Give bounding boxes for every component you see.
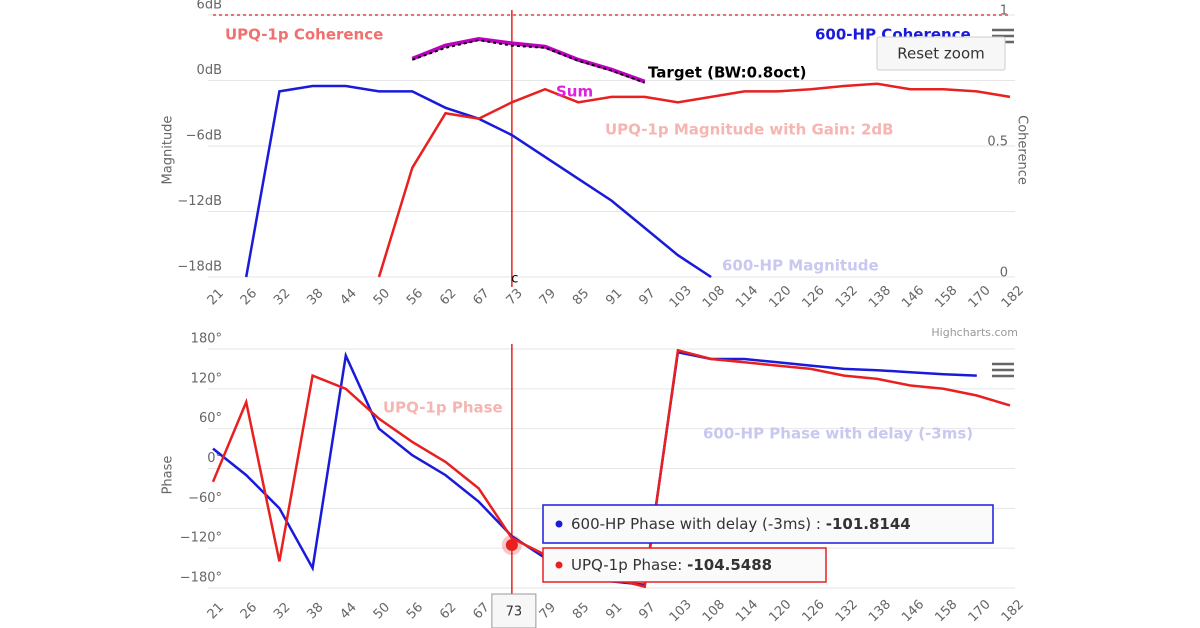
- x-tick-label: 62: [437, 600, 459, 622]
- x-tick-label: 158: [932, 283, 960, 311]
- y-tick-label: −18dB: [177, 260, 222, 275]
- x-tick-label: 67: [470, 286, 492, 308]
- x-tick-label: 170: [966, 283, 994, 311]
- y2-tick-label: 0.5: [987, 135, 1008, 150]
- x-tick-label: 120: [766, 283, 794, 311]
- x-tick-label: 103: [667, 597, 695, 625]
- series-label: UPQ-1p Phase: [383, 399, 503, 417]
- y-tick-label: −60°: [188, 491, 222, 506]
- y-tick-label: −12dB: [177, 194, 222, 209]
- tooltip-box: [542, 547, 827, 583]
- x-tick-label: 21: [205, 286, 227, 308]
- y-tick-label: 6dB: [197, 0, 222, 13]
- credits: Highcharts.com: [931, 326, 1018, 339]
- x-tick-label: 62: [437, 286, 459, 308]
- x-tick-label: 182: [999, 597, 1027, 625]
- x-tick-label: 108: [700, 283, 728, 311]
- y-tick-label: 120°: [191, 371, 222, 386]
- x-tick-label: 38: [304, 600, 326, 622]
- x-tooltip: [491, 593, 537, 628]
- x-tick-label: 21: [205, 600, 227, 622]
- x-tick-label: 114: [733, 597, 761, 625]
- x-tick-label: 182: [999, 283, 1027, 311]
- reset-zoom-button[interactable]: [876, 36, 1006, 71]
- x-tick-label: 126: [799, 283, 827, 311]
- x-tick-label: 108: [700, 597, 728, 625]
- x-tick-label: 146: [899, 597, 927, 625]
- y2-tick-label: 0: [1000, 266, 1008, 281]
- y-tick-label: 60°: [199, 411, 222, 426]
- series-label: 600-HP Phase with delay (-3ms): [703, 425, 973, 443]
- x-tick-label: 26: [238, 600, 260, 622]
- x-tick-label: 138: [866, 597, 894, 625]
- x-tick-label: 91: [603, 286, 625, 308]
- x-tick-label: 44: [338, 286, 360, 308]
- y2-axis-title: Coherence: [1015, 115, 1030, 185]
- x-tick-label: 91: [603, 600, 625, 622]
- x-tick-label: 79: [537, 600, 559, 622]
- y-tick-label: −6dB: [186, 129, 222, 144]
- tooltip-box: [542, 504, 994, 544]
- y-tick-label: 0°: [207, 451, 222, 466]
- x-tick-label: 132: [833, 597, 861, 625]
- x-tick-label: 97: [636, 286, 658, 308]
- series-label: Sum: [556, 83, 593, 101]
- y-tick-label: 0dB: [197, 63, 222, 78]
- tooltip-bullet: [555, 561, 563, 569]
- tooltip-text: UPQ-1p Phase: -104.5488: [571, 556, 772, 574]
- x-tick-label: 44: [338, 600, 360, 622]
- series-label: UPQ-1p Magnitude with Gain: 2dB: [605, 121, 894, 139]
- x-tick-label: 138: [866, 283, 894, 311]
- x-tick-label: 170: [966, 597, 994, 625]
- tooltip-name: 600-HP Phase with delay (-3ms) :: [571, 515, 826, 533]
- tooltip-bullet: [555, 520, 563, 528]
- y-tick-label: 180°: [191, 332, 222, 347]
- x-tick-label: 79: [537, 286, 559, 308]
- tooltip-name: UPQ-1p Phase:: [571, 556, 687, 574]
- series-line: [411, 39, 646, 84]
- x-tick-label: 26: [238, 286, 260, 308]
- x-tick-label: 32: [271, 600, 293, 622]
- tooltip-value: -104.5488: [687, 556, 772, 574]
- x-tick-label: 146: [899, 283, 927, 311]
- x-tick-label: 50: [371, 600, 393, 622]
- x-tick-label: 103: [667, 283, 695, 311]
- x-tick-label: 97: [636, 600, 658, 622]
- series-label: 600-HP Magnitude: [722, 257, 879, 275]
- y-tick-label: −120°: [180, 531, 222, 546]
- x-tick-label: 114: [733, 283, 761, 311]
- tooltip-value: -101.8144: [826, 515, 911, 533]
- series-line: [377, 82, 1011, 278]
- y-axis-title: Phase: [161, 456, 176, 495]
- y2-tick-label: 1: [1000, 4, 1008, 19]
- y-axis-title: Magnitude: [161, 116, 176, 185]
- x-tick-label: 50: [371, 286, 393, 308]
- series-line: [411, 36, 646, 84]
- series-line: [244, 84, 712, 279]
- x-tick-label: 126: [799, 597, 827, 625]
- x-tick-label: 120: [766, 597, 794, 625]
- x-tick-label: 56: [404, 600, 426, 622]
- x-tick-label: 73: [504, 286, 526, 308]
- hover-marker: [505, 539, 518, 551]
- y-tick-label: −180°: [180, 571, 222, 586]
- x-tick-label: 132: [833, 283, 861, 311]
- annotation: c: [511, 272, 518, 287]
- x-tick-label: 85: [570, 600, 592, 622]
- series-label: UPQ-1p Coherence: [225, 26, 383, 44]
- x-tooltip-label: 73: [506, 605, 523, 620]
- x-tick-label: 85: [570, 286, 592, 308]
- reset-zoom-label[interactable]: Reset zoom: [897, 45, 985, 63]
- series-label: Target (BW:0.8oct): [648, 64, 806, 82]
- x-tick-label: 38: [304, 286, 326, 308]
- tooltip-text: 600-HP Phase with delay (-3ms) : -101.81…: [571, 515, 911, 533]
- x-tick-label: 67: [470, 600, 492, 622]
- x-tick-label: 158: [932, 597, 960, 625]
- x-tick-label: 32: [271, 286, 293, 308]
- x-tick-label: 56: [404, 286, 426, 308]
